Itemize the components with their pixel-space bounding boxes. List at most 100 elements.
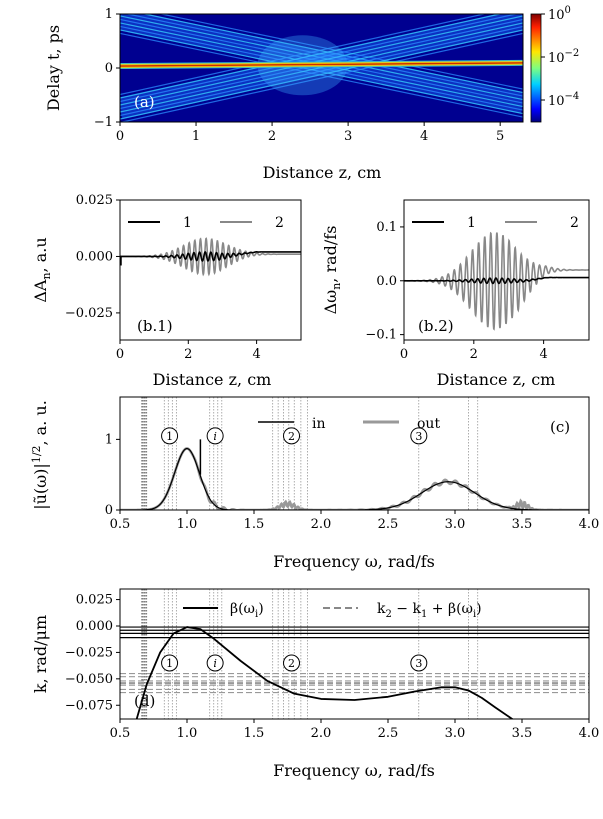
d-annot-0-circle [161, 654, 179, 672]
axes-b1-frame [119, 199, 302, 341]
c-annot-2-circle [283, 427, 301, 445]
panel-label-b1: (b.1) [137, 317, 173, 335]
legend-c-label-out: out [417, 416, 440, 432]
d-xtick-label-6: 3.5 [512, 726, 533, 741]
c-xtick-label-3: 2.0 [311, 517, 332, 532]
colorbar-tick-2: 10−4 [548, 91, 579, 109]
wave-fringe-1 [158, 14, 523, 90]
d-annot-2-circle [283, 654, 301, 672]
axes-b2-frame [403, 199, 590, 341]
d-vertical-markers [141, 589, 479, 719]
a-ytick-label-1: 0 [105, 61, 113, 76]
wave-fringe-2 [120, 32, 523, 122]
legend-b1: 1 2 [128, 215, 284, 231]
d-ytick-label-4: −0.075 [65, 698, 113, 713]
a-xtick-label-3: 3 [344, 129, 352, 144]
b2-xtick-label-2: 4 [539, 347, 547, 362]
a-xtick-label-0: 0 [116, 129, 124, 144]
panel-label-b2: (b.2) [418, 317, 454, 335]
c-ytick-label-1: 1 [105, 432, 113, 447]
wave-fringe-2 [120, 14, 519, 103]
legend-b2-label-1: 1 [467, 215, 476, 231]
b2-xtick-label-0: 0 [400, 347, 408, 362]
b1-ytick-label-2: −0.025 [65, 306, 113, 321]
d-xtick-label-7: 4.0 [579, 726, 600, 741]
b1-series [120, 237, 301, 277]
panel-d: (d) β(ωi) k2 − k1 + β(ωi) 1 i 2 3 0.5 1.0 1.5… [31, 588, 599, 780]
d-ytick-label-1: 0.000 [76, 619, 113, 634]
wave-fringe-1 [120, 25, 523, 111]
d-ytick-label-2: −0.025 [65, 645, 113, 660]
c-annot-0-circle [161, 427, 179, 445]
wave-fringe-1 [141, 14, 523, 94]
legend-b2: 1 2 [412, 215, 579, 231]
d-ytick-label-0: 0.025 [76, 593, 113, 608]
c-annot-3-circle [410, 427, 428, 445]
legend-b1-label-1: 1 [183, 215, 192, 231]
c-series [120, 439, 589, 510]
colorbar-tick-1: 10−2 [548, 48, 579, 66]
heatmap [120, 14, 523, 122]
c-annotations: 1 i 2 3 [161, 427, 428, 445]
d-xtick-label-3: 2.0 [311, 726, 332, 741]
wave-fringe-2 [120, 25, 523, 117]
ylabel-a: Delay t, ps [44, 25, 63, 111]
c-annot-3-text: 3 [415, 430, 422, 443]
xlabel-c: Frequency ω, rad/fs [273, 552, 435, 571]
b1-ytick-label-1: 0.000 [76, 249, 113, 264]
d-xtick-label-0: 0.5 [110, 726, 131, 741]
a-xtick-label-2: 2 [268, 129, 276, 144]
b1-series-1-line [120, 251, 301, 262]
xlabel-b1: Distance z, cm [153, 370, 272, 389]
d-xtick-label-2: 1.5 [244, 726, 265, 741]
c-series-out-line [120, 447, 589, 510]
d-annotations: 1 i 2 3 [161, 654, 428, 672]
d-annot-3-text: 3 [415, 657, 422, 670]
d-beta-curve [135, 626, 514, 719]
wave-fringe-1 [120, 18, 523, 104]
b1-xtick-label-0: 0 [116, 347, 124, 362]
d-xtick-label-5: 3.0 [445, 726, 466, 741]
b1-ytick-label-0: 0.025 [76, 193, 113, 208]
b1-xtick-label-1: 2 [184, 347, 192, 362]
d-annot-1-circle [206, 654, 224, 672]
legend-d-label-k: k2 − k1 + β(ωi) [377, 601, 482, 620]
wave-fringe-2 [120, 15, 523, 106]
panel-b1: (b.1) 1 2 0 2 4 0.025 0.000 −0.025 Distance z… [31, 193, 302, 389]
c-xtick-label-7: 4.0 [579, 517, 600, 532]
ticks-d: 0.5 1.0 1.5 2.0 2.5 3.0 3.5 4.0 0.025 0.000 −0.025… [65, 593, 599, 741]
colorbar-tick-0: 100 [548, 5, 571, 23]
a-xtick-label-1: 1 [192, 129, 200, 144]
c-xtick-label-2: 1.5 [244, 517, 265, 532]
legend-b1-label-2: 2 [275, 215, 284, 231]
panel-label-c: (c) [550, 418, 570, 436]
ylabel-b1: ΔAn, a.u [31, 237, 53, 302]
b2-ytick-label-0: 0.1 [376, 220, 397, 235]
wave-fringe-1 [120, 29, 523, 115]
colorbar [530, 13, 542, 123]
c-xtick-label-4: 2.5 [378, 517, 399, 532]
ticks-c: 0.5 1.0 1.5 2.0 2.5 3.0 3.5 4.0 0 1 [105, 432, 600, 532]
c-vertical-markers [141, 397, 479, 510]
wave-fringe-2 [120, 29, 523, 120]
d-annot-0-text: 1 [166, 657, 173, 670]
ylabel-d: k, rad/μm [31, 615, 50, 693]
wave-fringe-1 [120, 32, 523, 118]
a-xtick-label-4: 4 [420, 129, 428, 144]
b2-series [404, 231, 589, 331]
d-annot-3-circle [410, 654, 428, 672]
ylabel-c: |ũ(ω)|1/2, a. u. [30, 400, 50, 510]
panel-label-d: (d) [134, 692, 155, 710]
legend-d-label-beta: β(ωi) [230, 601, 264, 620]
ylabel-b2: Δωn, rad/fs [321, 226, 343, 315]
legend-c-label-in: in [312, 416, 326, 432]
d-annot-1-text: i [213, 657, 217, 670]
axes-c-frame [119, 396, 590, 511]
c-xtick-label-5: 3.0 [445, 517, 466, 532]
legend-d: β(ωi) k2 − k1 + β(ωi) [183, 601, 482, 620]
c-xtick-label-6: 3.5 [512, 517, 533, 532]
wave-fringe-1 [120, 15, 523, 101]
a-ytick-label-0: −1 [94, 115, 113, 130]
legend-c: in out [258, 416, 440, 432]
